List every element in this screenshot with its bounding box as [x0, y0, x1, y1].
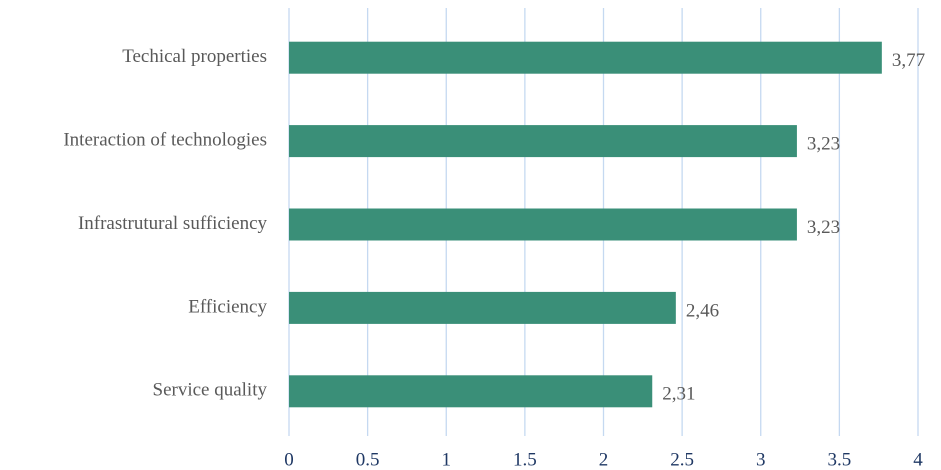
bar	[289, 125, 797, 158]
data-label: 3,23	[807, 133, 840, 154]
x-tick-label: 3	[756, 449, 766, 470]
y-tick-label: Service quality	[153, 380, 268, 401]
y-tick-label: Efficiency	[188, 296, 267, 317]
data-label: 2,46	[686, 300, 719, 321]
bar	[289, 208, 797, 241]
x-tick-label: 0.5	[356, 449, 380, 470]
x-tick-label: 1	[442, 449, 452, 470]
x-tick-label: 0	[284, 449, 294, 470]
x-tick-label: 2	[599, 449, 609, 470]
bar	[289, 291, 676, 324]
bar	[289, 375, 653, 408]
x-tick-label: 2.5	[670, 449, 694, 470]
data-label: 3,23	[807, 217, 840, 238]
y-tick-label: Infrastrutural sufficiency	[78, 213, 268, 234]
data-label: 3,77	[892, 50, 925, 71]
data-label: 2,31	[662, 384, 695, 405]
bar	[289, 41, 882, 74]
y-tick-label: Techical properties	[122, 46, 267, 67]
x-tick-label: 4	[913, 449, 923, 470]
x-tick-label: 3.5	[828, 449, 852, 470]
x-tick-label: 1.5	[513, 449, 537, 470]
y-tick-label: Interaction of technologies	[63, 129, 267, 150]
